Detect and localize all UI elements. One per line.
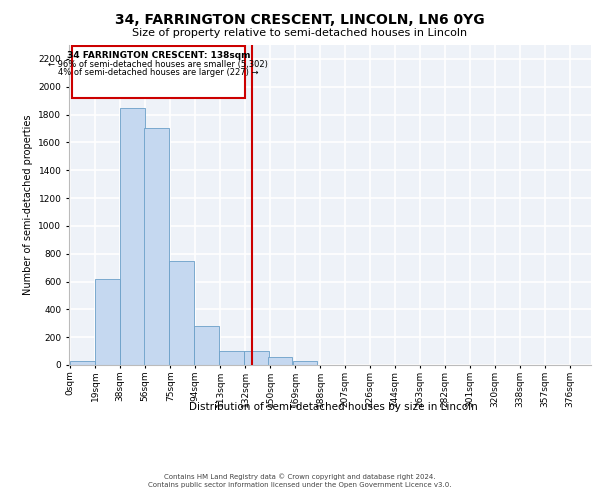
- Text: ← 96% of semi-detached houses are smaller (5,302): ← 96% of semi-detached houses are smalle…: [49, 60, 268, 68]
- Bar: [71, 46, 245, 98]
- Text: Distribution of semi-detached houses by size in Lincoln: Distribution of semi-detached houses by …: [188, 402, 478, 412]
- Bar: [144, 128, 169, 365]
- Y-axis label: Number of semi-detached properties: Number of semi-detached properties: [23, 115, 33, 295]
- Bar: [95, 278, 120, 365]
- Bar: [244, 351, 269, 365]
- Text: 34 FARRINGTON CRESCENT: 138sqm: 34 FARRINGTON CRESCENT: 138sqm: [67, 50, 250, 59]
- Bar: [121, 108, 145, 365]
- Text: 4% of semi-detached houses are larger (227) →: 4% of semi-detached houses are larger (2…: [58, 68, 259, 77]
- Text: Contains HM Land Registry data © Crown copyright and database right 2024.
Contai: Contains HM Land Registry data © Crown c…: [148, 474, 452, 488]
- Text: 34, FARRINGTON CRESCENT, LINCOLN, LN6 0YG: 34, FARRINGTON CRESCENT, LINCOLN, LN6 0Y…: [115, 12, 485, 26]
- Bar: [194, 326, 219, 365]
- Bar: [293, 361, 317, 365]
- Text: Size of property relative to semi-detached houses in Lincoln: Size of property relative to semi-detach…: [133, 28, 467, 38]
- Bar: [169, 260, 194, 365]
- Bar: [219, 351, 244, 365]
- Bar: [70, 361, 95, 365]
- Bar: [268, 358, 292, 365]
